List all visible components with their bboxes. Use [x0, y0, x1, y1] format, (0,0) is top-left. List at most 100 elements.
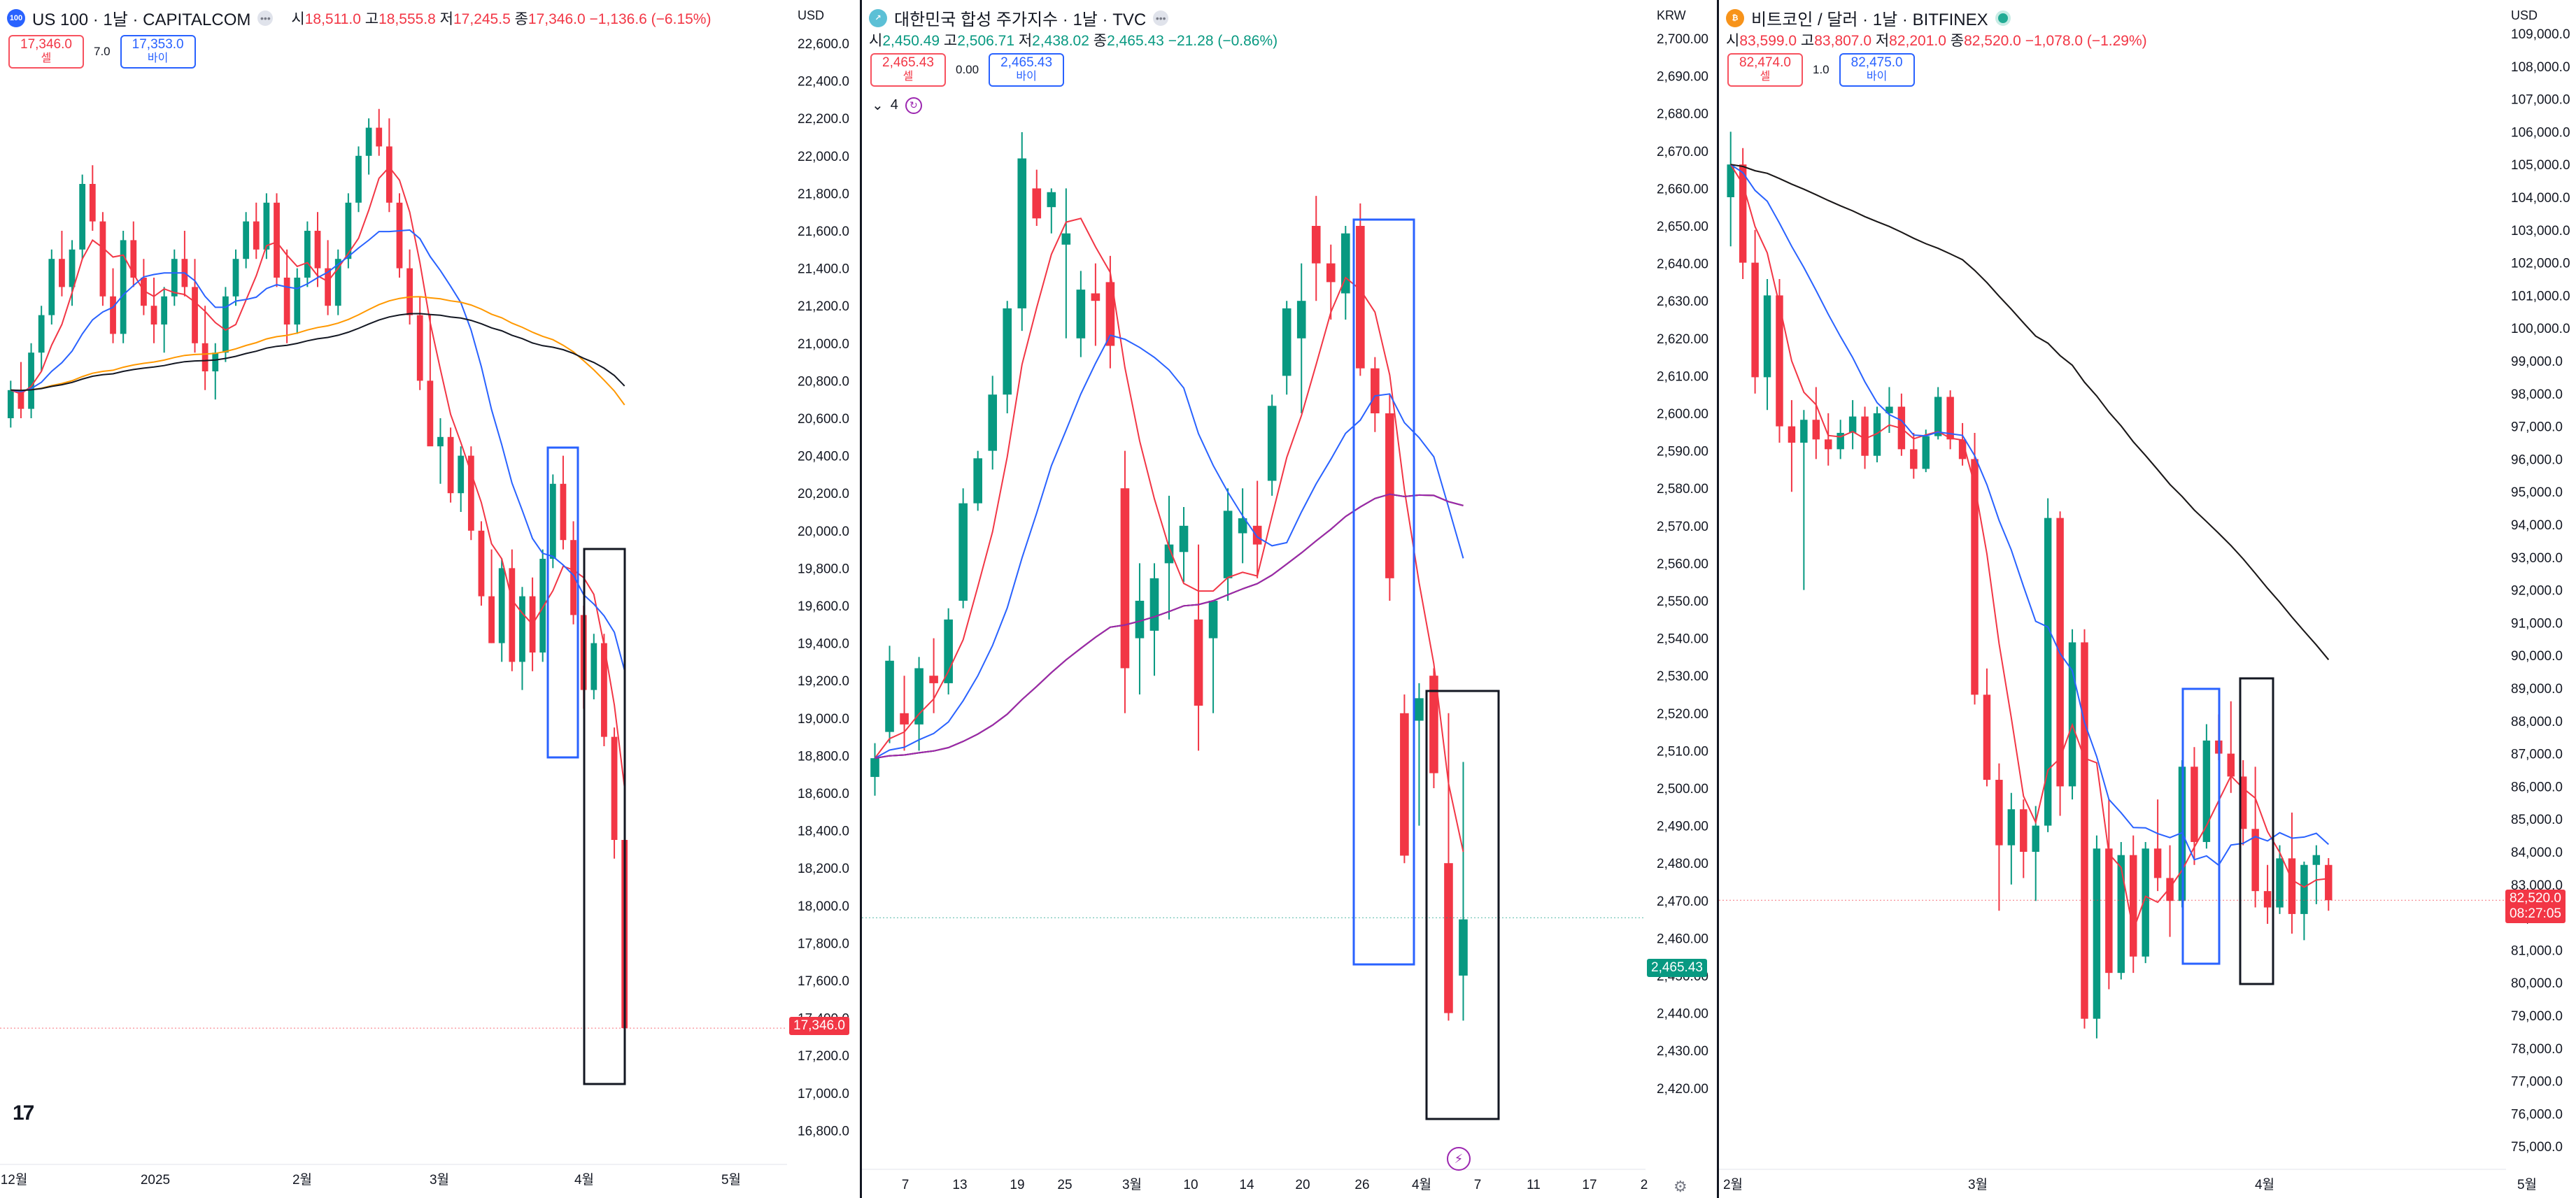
- candle-body: [2044, 518, 2052, 826]
- candle-body: [2117, 855, 2125, 974]
- chart-pane-bitcoin[interactable]: 109,000.0 108,000.0 107,000.0 106,000.0 105,…: [1719, 0, 2576, 1198]
- refresh-icon[interactable]: ↻: [905, 97, 922, 114]
- moving-average-line: [1730, 164, 2330, 660]
- y-tick-label: 2,620.00: [1657, 332, 1708, 347]
- y-tick-label: 17,600.0: [798, 974, 849, 989]
- y-tick-label: 99,000.0: [2511, 355, 2563, 369]
- symbol-title[interactable]: 비트코인 / 달러 · 1날 · BITFINEX: [1751, 10, 1988, 29]
- candle-body: [396, 202, 403, 269]
- candle-body: [560, 483, 567, 541]
- currency-label[interactable]: USD: [2511, 8, 2538, 22]
- y-tick-label: 93,000.0: [2511, 551, 2563, 566]
- candle-body: [253, 221, 260, 250]
- candle-body: [416, 315, 423, 381]
- y-tick-label: 2,630.00: [1657, 294, 1708, 309]
- pane-divider[interactable]: [1717, 0, 1719, 1198]
- candle-body: [1788, 426, 1796, 443]
- x-tick-label: 4월: [1412, 1177, 1431, 1192]
- y-tick-label: 21,000.0: [798, 337, 849, 352]
- candle-body: [222, 296, 229, 353]
- tradingview-logo[interactable]: 17: [13, 1101, 34, 1125]
- sell-button[interactable]: 17,346.0 셀: [8, 35, 84, 69]
- y-tick-label: 2,430.00: [1657, 1044, 1708, 1059]
- candle-body: [944, 619, 953, 683]
- moving-average-line: [10, 296, 625, 406]
- indicators-count: 4: [890, 97, 898, 113]
- gear-icon[interactable]: ⚙: [1673, 1178, 1687, 1195]
- y-tick-label: 77,000.0: [2511, 1075, 2563, 1090]
- x-tick-label: 25: [1057, 1178, 1072, 1192]
- trade-buttons: 2,465.43 셀 0.00 2,465.43 바이: [870, 53, 1065, 87]
- y-tick-label: 22,200.0: [798, 112, 849, 127]
- currency-label[interactable]: KRW: [1657, 8, 1686, 22]
- candle-body: [314, 231, 321, 269]
- candle-body: [1296, 301, 1306, 338]
- trade-buttons: 17,346.0 셀 7.0 17,353.0 바이: [8, 35, 196, 69]
- symbol-title[interactable]: 대한민국 합성 주가지수 · 1날 · TVC: [894, 10, 1147, 29]
- buy-button[interactable]: 2,465.43 바이: [989, 53, 1065, 87]
- lightning-icon[interactable]: ⚡: [1447, 1147, 1471, 1171]
- candle-body: [509, 568, 516, 662]
- candle-body: [447, 436, 454, 494]
- y-tick-label: 106,000.0: [2511, 125, 2570, 140]
- chart-canvas-nasdaq[interactable]: 22,600.0 22,400.0 22,200.0 22,000.0 21,800.0…: [0, 0, 860, 1198]
- candle-body: [1223, 511, 1233, 578]
- y-tick-label: 2,530.00: [1657, 669, 1708, 684]
- y-tick-label: 88,000.0: [2511, 715, 2563, 729]
- symbol-title[interactable]: US 100 · 1날 · CAPITALCOM: [32, 10, 251, 29]
- candle-body: [1326, 263, 1336, 283]
- x-tick-label: 5월: [2517, 1177, 2537, 1192]
- y-tick-label: 2,700.00: [1657, 32, 1708, 47]
- candle-body: [2130, 855, 2137, 957]
- candle-body: [212, 352, 219, 371]
- more-icon[interactable]: •••: [1153, 10, 1169, 26]
- pane-divider[interactable]: [860, 0, 862, 1198]
- y-tick-label: 105,000.0: [2511, 158, 2570, 173]
- candle-body: [7, 390, 14, 418]
- candle-body: [2142, 848, 2149, 957]
- y-tick-label: 81,000.0: [2511, 943, 2563, 958]
- candle-body: [2325, 864, 2333, 901]
- x-tick-label: 5월: [721, 1172, 741, 1188]
- candle-body: [130, 240, 137, 278]
- x-tick-label: 20: [1295, 1178, 1310, 1192]
- candle-body: [2276, 858, 2284, 908]
- chart-canvas-bitcoin[interactable]: 109,000.0 108,000.0 107,000.0 106,000.0 105,…: [1719, 0, 2576, 1198]
- y-tick-label: 2,510.00: [1657, 744, 1708, 759]
- market-open-icon: [1995, 10, 2011, 26]
- buy-button[interactable]: 82,475.0 바이: [1839, 53, 1915, 87]
- symbol-logo-icon: 100: [7, 8, 25, 27]
- candle-body: [549, 483, 556, 559]
- chevron-down-icon[interactable]: ⌄: [872, 98, 884, 113]
- more-icon[interactable]: •••: [257, 10, 274, 26]
- candle-body: [1983, 694, 1991, 780]
- y-tick-label: 98,000.0: [2511, 387, 2563, 402]
- candle-body: [1751, 262, 1759, 378]
- chart-pane-nasdaq[interactable]: 22,600.0 22,400.0 22,200.0 22,000.0 21,800.0…: [0, 0, 860, 1198]
- y-tick-label: 80,000.0: [2511, 976, 2563, 991]
- sell-button[interactable]: 82,474.0 셀: [1727, 53, 1803, 87]
- sell-button[interactable]: 2,465.43 셀: [870, 53, 946, 87]
- y-tick-label: 92,000.0: [2511, 584, 2563, 599]
- candle-body: [376, 127, 383, 147]
- x-tick-label: 3월: [430, 1172, 449, 1188]
- x-tick-label: 13: [952, 1178, 967, 1192]
- candle-body: [1267, 406, 1277, 481]
- candle-body: [1776, 295, 1783, 427]
- candle-body: [988, 394, 998, 451]
- y-tick-label: 18,400.0: [798, 825, 849, 839]
- y-tick-label: 86,000.0: [2511, 780, 2563, 794]
- y-tick-label: 78,000.0: [2511, 1042, 2563, 1057]
- y-tick-label: 75,000.0: [2511, 1140, 2563, 1155]
- buy-button[interactable]: 17,353.0 바이: [120, 35, 196, 69]
- spread-value: 1.0: [1813, 63, 1830, 76]
- candle-body: [89, 184, 96, 222]
- chart-canvas-kospi[interactable]: 2,700.00 2,690.00 2,680.00 2,670.00 2,660.00…: [862, 0, 1717, 1198]
- chart-pane-kospi[interactable]: 2,700.00 2,690.00 2,680.00 2,670.00 2,660.00…: [862, 0, 1717, 1198]
- indicators-toggle[interactable]: ⌄ 4 ↻: [872, 97, 922, 114]
- candle-body: [870, 758, 879, 777]
- y-tick-label: 19,800.0: [798, 562, 849, 576]
- currency-label[interactable]: USD: [798, 8, 825, 22]
- y-tick-label: 2,610.00: [1657, 369, 1708, 384]
- x-tick-label: 11: [1527, 1178, 1541, 1192]
